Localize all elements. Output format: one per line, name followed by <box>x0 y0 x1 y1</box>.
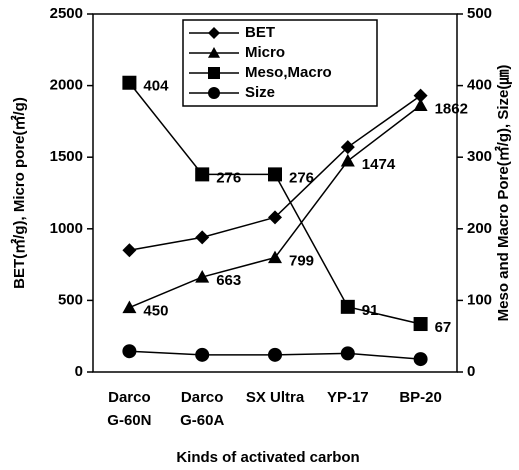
legend-marker <box>208 67 220 79</box>
y2-tick-label: 300 <box>467 148 492 165</box>
data-label: 276 <box>216 169 241 186</box>
point <box>122 243 137 258</box>
point <box>413 317 428 332</box>
point <box>340 346 355 361</box>
data-label: 67 <box>435 319 452 336</box>
point <box>195 167 210 182</box>
y2-tick-label: 200 <box>467 220 492 237</box>
y-tick-label: 1000 <box>50 220 83 237</box>
y-tick-label: 2000 <box>50 77 83 94</box>
point <box>268 347 282 362</box>
point <box>122 75 137 90</box>
point <box>413 88 428 103</box>
data-label: 91 <box>362 302 379 319</box>
legend-marker <box>208 27 220 39</box>
plot-frame <box>92 13 458 373</box>
point <box>340 140 355 155</box>
point <box>413 98 428 111</box>
series-line <box>129 104 422 309</box>
point <box>195 230 210 245</box>
series-line <box>128 82 421 325</box>
legend-label: Meso,Macro <box>245 64 332 81</box>
point <box>340 299 355 314</box>
point <box>268 167 282 182</box>
x-tick-label: Darco <box>181 389 224 406</box>
data-label: 404 <box>143 78 169 95</box>
data-label: 663 <box>216 272 241 289</box>
x-tick-label: SX Ultra <box>246 389 305 406</box>
y2-tick-label: 500 <box>467 5 492 22</box>
point <box>268 250 282 264</box>
point <box>340 153 355 167</box>
y-axis-label: BET(㎡/g), Micro pore(㎡/g) <box>10 97 28 289</box>
data-label: 1474 <box>362 156 396 173</box>
y-tick-label: 1500 <box>50 148 83 165</box>
y2-tick-label: 400 <box>467 77 492 94</box>
data-label: 276 <box>289 169 314 186</box>
y2-tick-label: 0 <box>467 363 475 380</box>
y2-tick-label: 100 <box>467 291 492 308</box>
y-tick-label: 2500 <box>50 5 83 22</box>
data-label: 1862 <box>435 100 468 117</box>
data-label: 450 <box>143 303 168 320</box>
point <box>195 347 210 362</box>
legend-marker <box>208 87 220 99</box>
x-tick-label: Darco <box>108 389 151 406</box>
x-tick-label: G-60N <box>107 412 151 429</box>
legend-label: Size <box>245 84 275 101</box>
point <box>413 352 428 367</box>
data-label: 799 <box>289 253 314 270</box>
point <box>195 270 210 283</box>
point <box>268 210 282 225</box>
x-tick-label: BP-20 <box>399 389 442 406</box>
x-tick-label: G-60A <box>180 412 224 429</box>
legend-marker <box>208 47 220 58</box>
y2-axis-label: Meso and Macro Pore(㎡/g), Size(㎛) <box>494 65 513 322</box>
point <box>122 300 137 314</box>
y-tick-label: 500 <box>58 291 83 308</box>
x-tick-label: YP-17 <box>327 389 369 406</box>
legend-label: Micro <box>245 44 285 61</box>
x-axis-label: Kinds of activated carbon <box>176 449 359 466</box>
y-tick-label: 0 <box>75 363 83 380</box>
point <box>122 344 137 359</box>
legend-label: BET <box>245 24 275 41</box>
